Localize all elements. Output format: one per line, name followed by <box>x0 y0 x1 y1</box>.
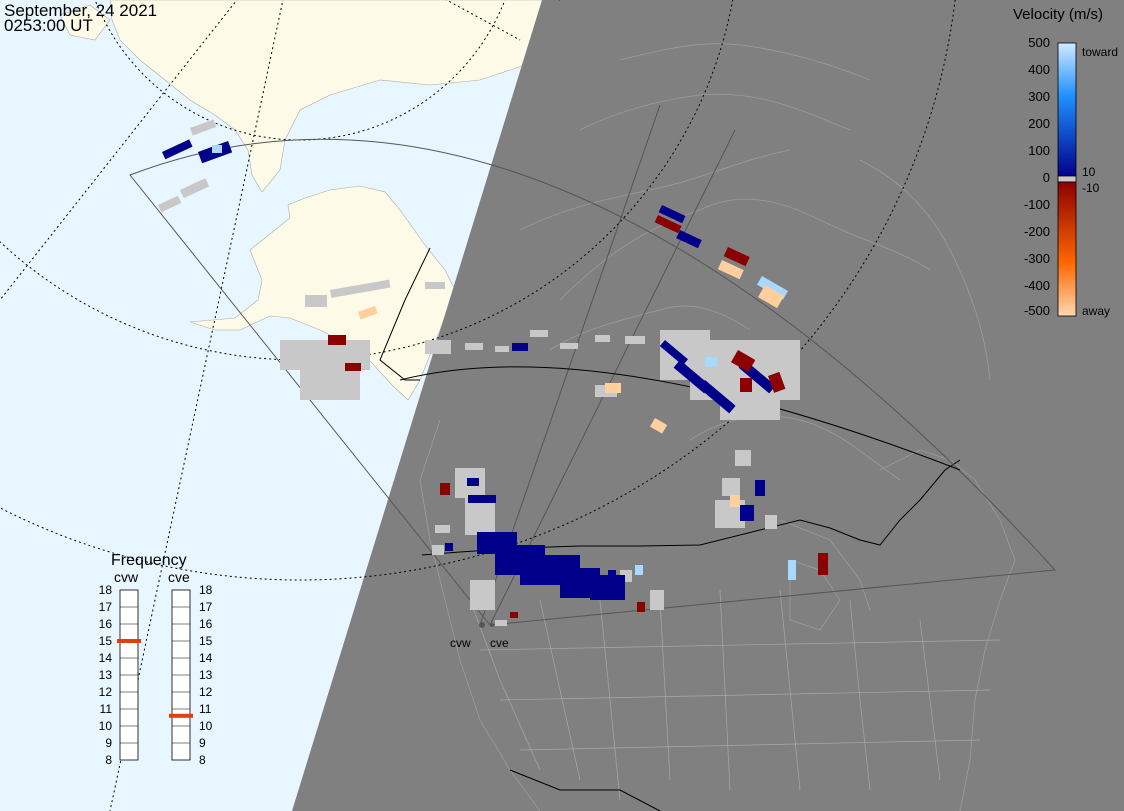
velocity-tick: -200 <box>1024 224 1050 239</box>
frequency-tick-right: 15 <box>199 634 213 648</box>
velocity-tick: -400 <box>1024 278 1050 293</box>
alaska-landmass <box>189 185 456 401</box>
frequency-tick-left: 14 <box>99 651 113 665</box>
frequency-tick-left: 16 <box>99 617 113 631</box>
velocity-inner-tick-pos: 10 <box>1082 165 1096 179</box>
cvw-frequency-marker <box>117 639 141 643</box>
frequency-tick-left: 13 <box>99 668 113 682</box>
frequency-tick-right: 18 <box>199 583 213 597</box>
frequency-ticks-left: 18 17 16 15 14 13 12 11 10 9 8 <box>99 583 113 767</box>
frequency-bars <box>117 589 193 761</box>
land-masses <box>59 0 546 401</box>
radar-site-markers <box>479 622 494 628</box>
colorbar-away-segment <box>1057 181 1077 317</box>
colorbar-toward-segment <box>1057 42 1077 178</box>
cve-frequency-marker <box>169 713 193 718</box>
colorbar-zero-segment <box>1057 175 1077 183</box>
frequency-tick-right: 12 <box>199 685 213 699</box>
frequency-tick-right: 10 <box>199 719 213 733</box>
frequency-tick-right: 13 <box>199 668 213 682</box>
us-state-borders <box>469 589 1001 801</box>
frequency-tick-right: 16 <box>199 617 213 631</box>
cve-frequency-label: cve <box>168 569 190 585</box>
cve-site-marker <box>490 623 494 627</box>
velocity-tick: 0 <box>1043 170 1050 185</box>
velocity-cells <box>158 119 828 626</box>
frequency-ticks-right: 18 17 16 15 14 13 12 11 10 9 8 <box>199 583 213 767</box>
frequency-tick-left: 11 <box>100 702 113 716</box>
frequency-tick-left: 8 <box>105 753 112 767</box>
away-cells <box>328 214 828 618</box>
frequency-tick-right: 8 <box>199 753 206 767</box>
away-light-cells <box>357 259 785 507</box>
small-island <box>59 4 111 41</box>
night-shade <box>292 0 1124 811</box>
velocity-tick: -300 <box>1024 251 1050 266</box>
frequency-tick-left: 15 <box>99 634 113 648</box>
mexico-border <box>509 769 661 811</box>
away-label: away <box>1082 304 1110 318</box>
velocity-scale-title: Velocity (m/s) <box>1013 6 1103 23</box>
toward-label: toward <box>1082 45 1118 59</box>
frequency-tick-left: 9 <box>105 736 112 750</box>
timestamp-time: 0253:00 UT <box>4 16 93 35</box>
cvw-site-marker <box>479 622 485 628</box>
frequency-tick-left: 12 <box>99 685 113 699</box>
velocity-colorbar <box>1057 42 1077 317</box>
siberia-landmass <box>109 0 546 193</box>
cvw-frequency-label: cvw <box>114 569 139 585</box>
velocity-tick: 500 <box>1028 35 1050 50</box>
night-coastlines <box>419 43 1016 811</box>
velocity-tick: -100 <box>1024 197 1050 212</box>
cve-site-label: cve <box>490 636 509 650</box>
frequency-tick-left: 17 <box>99 600 113 614</box>
velocity-tick: 400 <box>1028 62 1050 77</box>
velocity-tick: 100 <box>1028 143 1050 158</box>
velocity-tick: 300 <box>1028 89 1050 104</box>
velocity-tick: 200 <box>1028 116 1050 131</box>
frequency-tick-right: 17 <box>199 600 213 614</box>
velocity-inner-tick-neg: -10 <box>1082 181 1100 195</box>
frequency-title: Frequency <box>111 552 187 569</box>
toward-cells <box>162 139 776 600</box>
toward-light-cells <box>212 145 796 580</box>
frequency-tick-left: 10 <box>99 719 113 733</box>
cvw-site-label: cvw <box>450 636 471 650</box>
alaska-canada-border <box>379 247 431 381</box>
frequency-tick-left: 18 <box>99 583 113 597</box>
frequency-tick-right: 11 <box>199 702 212 716</box>
velocity-tick-labels: 500 400 300 200 100 0 -100 -200 -300 -40… <box>1024 35 1050 318</box>
frequency-tick-right: 9 <box>199 736 206 750</box>
velocity-tick: -500 <box>1024 303 1050 318</box>
timestamp-date: September, 24 2021 <box>4 1 158 20</box>
frequency-tick-right: 14 <box>199 651 213 665</box>
